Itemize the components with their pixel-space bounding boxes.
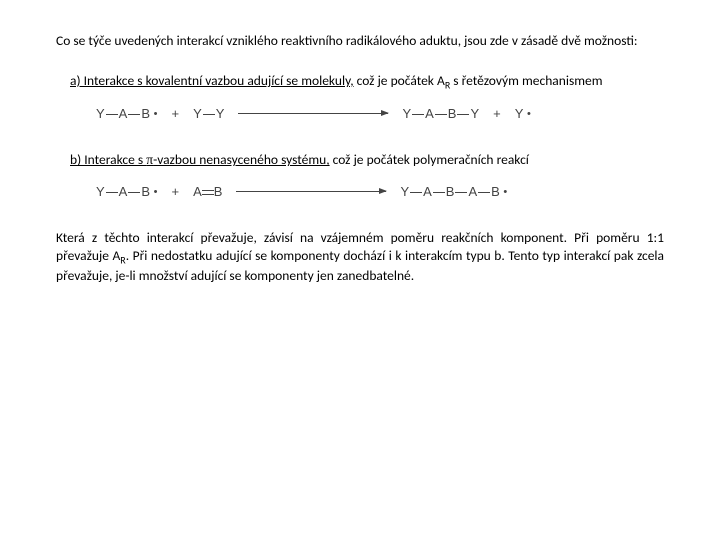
r1r-b: B xyxy=(448,106,457,121)
radical-dot-icon: • xyxy=(503,186,507,198)
reaction-1-rhs2: Y • xyxy=(515,106,531,121)
option-b-u2: -vazbou nenasyceného systému, xyxy=(153,151,330,168)
radical-dot-icon: • xyxy=(527,108,531,120)
r2-b2: B xyxy=(214,184,223,199)
closing-t2: . Při nedostatku adující se komponenty d… xyxy=(56,247,664,284)
r1-b: B xyxy=(141,106,150,121)
option-b-u1: b) Interakce s xyxy=(70,151,146,168)
plus-sign: + xyxy=(493,106,501,121)
r1-y1: Y xyxy=(193,106,202,121)
r2r-b2: B xyxy=(491,184,500,199)
r1-y2: Y xyxy=(216,106,225,121)
reaction-2-rhs: YABAB • xyxy=(400,184,507,199)
reaction-1-lhs2: YY xyxy=(193,106,224,121)
radical-dot-icon: • xyxy=(154,186,158,198)
bond-icon xyxy=(128,114,140,115)
r2r-a2: A xyxy=(468,184,477,199)
option-a: a) Interakce s kovalentní vazbou adující… xyxy=(56,72,664,92)
r2-a2: A xyxy=(193,184,202,199)
reaction-arrow-icon xyxy=(236,191,386,192)
option-b-rest: což je počátek polymeračních reakcí xyxy=(330,151,529,168)
reaction-2: YAB • + AB YABAB • xyxy=(96,184,664,199)
bond-icon xyxy=(106,192,118,193)
radical-dot-icon: • xyxy=(154,108,158,120)
intro-text: Co se týče uvedených interakcí vzniklého… xyxy=(56,32,664,50)
r2-b: B xyxy=(141,184,150,199)
reaction-2-lhs2: AB xyxy=(193,184,222,199)
bond-icon xyxy=(203,114,215,115)
bond-icon xyxy=(455,192,467,193)
r2r-b: B xyxy=(446,184,455,199)
reaction-arrow-icon xyxy=(238,113,388,114)
option-b: b) Interakce s π-vazbou nenasyceného sys… xyxy=(56,151,664,169)
r1-y: Y xyxy=(96,106,105,121)
option-a-rest: což je počátek A xyxy=(354,72,445,89)
plus-sign: + xyxy=(172,106,180,121)
reaction-2-lhs1: YAB • xyxy=(96,184,158,199)
r1-a: A xyxy=(119,106,128,121)
plus-sign: + xyxy=(172,184,180,199)
r1r-a: A xyxy=(425,106,434,121)
bond-icon xyxy=(433,192,445,193)
bond-icon xyxy=(412,114,424,115)
r2-y: Y xyxy=(96,184,105,199)
r1r-yrad: Y xyxy=(515,106,524,121)
option-a-underlined: a) Interakce s kovalentní vazbou adující… xyxy=(70,72,354,89)
bond-icon xyxy=(457,114,469,115)
r1r-y2: Y xyxy=(470,106,479,121)
reaction-1: YAB • + YY YABY + Y • xyxy=(96,106,664,121)
bond-icon xyxy=(106,114,118,115)
r2-a: A xyxy=(119,184,128,199)
bond-icon xyxy=(128,192,140,193)
reaction-1-rhs1: YABY xyxy=(402,106,479,121)
double-bond-icon xyxy=(202,188,214,196)
bond-icon xyxy=(410,192,422,193)
reaction-1-lhs1: YAB • xyxy=(96,106,158,121)
r2r-y: Y xyxy=(400,184,409,199)
closing-paragraph: Která z těchto interakcí převažuje, závi… xyxy=(56,229,664,286)
bond-icon xyxy=(435,114,447,115)
r1r-y: Y xyxy=(402,106,411,121)
option-a-rest2: s řetězovým mechanismem xyxy=(450,72,602,89)
bond-icon xyxy=(478,192,490,193)
r2r-a: A xyxy=(423,184,432,199)
